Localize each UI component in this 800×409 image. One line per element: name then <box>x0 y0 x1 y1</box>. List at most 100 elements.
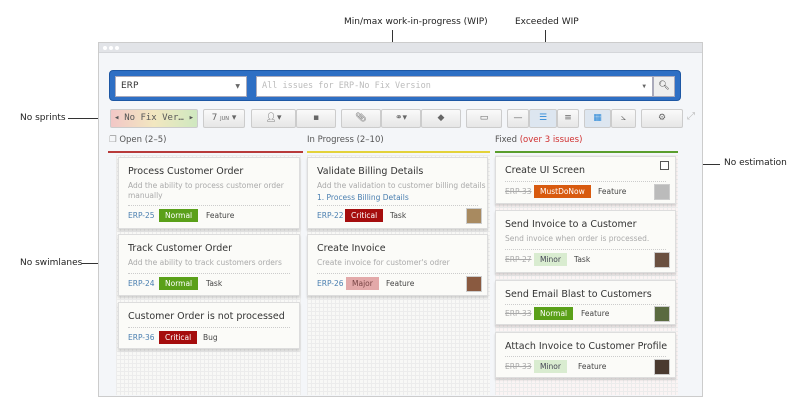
linked-issue[interactable]: 1. Process Billing Details <box>317 193 409 202</box>
links-button[interactable]: ⚭▾ <box>381 109 421 128</box>
issue-type: Bug <box>203 333 218 342</box>
issue-key[interactable]: ERP-24 <box>128 279 155 288</box>
version-selector[interactable]: ◂ No Fix Ver… ▸ <box>110 109 198 128</box>
issue-card[interactable]: Track Customer Order Add the ability to … <box>118 234 300 296</box>
normal-view-button[interactable]: ☰ <box>529 109 557 128</box>
card-description: Create invoice for customer's odrer <box>317 258 450 267</box>
issue-type: Feature <box>386 279 415 288</box>
annotation-wip: Min/max work-in-progress (WIP) <box>344 17 488 27</box>
card-title: Attach Invoice to Customer Profile <box>505 341 668 352</box>
issue-type: Task <box>206 279 223 288</box>
issue-card[interactable]: Send Email Blast to Customers ERP-33 Nor… <box>495 280 676 325</box>
issue-card[interactable]: Attach Invoice to Customer Profile ERP-3… <box>495 332 676 378</box>
link-icon: ⚭▾ <box>394 113 408 123</box>
priority-badge: Major <box>346 277 379 290</box>
search-placeholder: All issues for ERP-No Fix Version <box>262 81 431 91</box>
date-month: JUN <box>220 116 230 122</box>
line-icon: — <box>513 113 523 123</box>
assignee-filter-button[interactable]: 👤︎▾ <box>251 109 296 128</box>
issue-card[interactable]: Process Customer Order Add the ability t… <box>118 157 300 229</box>
priority-badge: Minor <box>534 253 567 266</box>
card-description: Send invoice when order is processed. <box>505 234 650 243</box>
compact-view-button[interactable]: — <box>507 109 529 128</box>
issue-card[interactable]: Send Invoice to a Customer Send invoice … <box>495 210 676 273</box>
date-day: 7 <box>211 113 218 123</box>
board-icon: ▦ <box>593 113 602 123</box>
app-window: ERP ▼ All issues for ERP-No Fix Version … <box>98 42 703 397</box>
issue-key[interactable]: ERP-36 <box>128 333 155 342</box>
labels-button[interactable]: ◆ <box>421 109 461 128</box>
issue-type: Feature <box>598 187 627 196</box>
priority-badge: MustDoNow <box>534 185 591 198</box>
priority-badge: Normal <box>534 307 574 320</box>
issue-key[interactable]: ERP-26 <box>317 279 344 288</box>
title-bar <box>99 43 702 53</box>
tag-icon: ◆ <box>437 113 445 123</box>
estimation-checkbox-icon[interactable] <box>660 161 669 170</box>
chevron-down-icon: ▼ <box>235 83 240 90</box>
issue-card[interactable]: Validate Billing Details Add the validat… <box>307 157 488 229</box>
chart-view-button[interactable]: ⦣ <box>611 109 636 128</box>
detailed-view-button[interactable]: ≡ <box>557 109 579 128</box>
annotation-line <box>68 118 120 119</box>
annotation-no-estimation: No estimation <box>724 158 787 168</box>
column-divider <box>495 151 678 153</box>
card-title: Customer Order is not processed <box>128 311 285 322</box>
list-icon: ≡ <box>564 113 572 123</box>
column-title: In Progress (2–10) <box>307 135 384 145</box>
prev-icon[interactable]: ◂ <box>114 113 120 123</box>
search-bar: ERP ▼ All issues for ERP-No Fix Version … <box>109 70 681 101</box>
issue-type: Task <box>390 211 407 220</box>
expand-icon[interactable]: ⤢ <box>687 111 695 122</box>
priority-badge: Normal <box>159 209 199 222</box>
issue-type: Feature <box>581 309 610 318</box>
comment-icon: ▪ <box>312 113 320 123</box>
card-title: Process Customer Order <box>128 166 244 177</box>
project-name: ERP <box>121 81 139 91</box>
project-select[interactable]: ERP ▼ <box>115 76 247 97</box>
assignee-avatar <box>654 359 670 375</box>
annotation-no-swimlanes: No swimlanes <box>20 258 83 268</box>
assignee-avatar <box>654 306 670 322</box>
user-icon: 👤︎▾ <box>265 113 282 123</box>
search-button[interactable]: 🔍︎ <box>653 76 675 97</box>
priority-badge: Normal <box>159 277 199 290</box>
paperclip-icon: 📎︎ <box>355 113 367 123</box>
attachments-button[interactable]: 📎︎ <box>341 109 381 128</box>
issue-key[interactable]: ERP-27 <box>505 255 532 264</box>
assignee-avatar <box>466 208 482 224</box>
next-icon[interactable]: ▸ <box>188 113 194 123</box>
card-title: Track Customer Order <box>128 243 233 254</box>
board-view-button[interactable]: ▦ <box>584 109 611 128</box>
search-input[interactable]: All issues for ERP-No Fix Version ▼ <box>256 76 653 97</box>
wip-exceeded-label: (over 3 issues) <box>519 135 583 145</box>
column-header-in-progress: In Progress (2–10) <box>307 135 384 145</box>
priority-badge: Critical <box>159 331 198 344</box>
issue-key[interactable]: ERP-33 <box>505 187 532 196</box>
issue-key[interactable]: ERP-25 <box>128 211 155 220</box>
panel-button[interactable]: ▭ <box>466 109 502 128</box>
card-title: Create UI Screen <box>505 165 586 176</box>
annotation-no-sprints: No sprints <box>20 113 66 123</box>
column-title: Fixed <box>495 135 518 145</box>
annotation-exceeded-wip: Exceeded WIP <box>515 17 579 27</box>
version-label: No Fix Ver… <box>124 113 184 123</box>
issue-card[interactable]: Customer Order is not processed ERP-36 C… <box>118 302 300 349</box>
chart-icon: ⦣ <box>620 113 627 123</box>
card-description: Add the validation to customer billing d… <box>317 181 486 190</box>
column-title: Open (2–5) <box>119 135 167 145</box>
issue-card[interactable]: Create UI Screen ERP-33 MustDoNow Featur… <box>495 156 676 204</box>
issue-key[interactable]: ERP-22 <box>317 211 344 220</box>
gear-icon: ⚙ <box>657 113 667 123</box>
priority-badge: Minor <box>534 360 567 373</box>
issue-card[interactable]: Create Invoice Create invoice for custom… <box>307 234 488 296</box>
annotation-line <box>82 263 113 264</box>
comments-button[interactable]: ▪ <box>296 109 336 128</box>
issue-key[interactable]: ERP-33 <box>505 362 532 371</box>
chevron-down-icon: ▼ <box>642 83 646 90</box>
settings-button[interactable]: ⚙ <box>641 109 683 128</box>
issue-key[interactable]: ERP-33 <box>505 309 532 318</box>
card-title: Validate Billing Details <box>317 166 424 177</box>
date-button[interactable]: 7 JUN ▾ <box>203 109 245 128</box>
issue-type: Feature <box>206 211 235 220</box>
